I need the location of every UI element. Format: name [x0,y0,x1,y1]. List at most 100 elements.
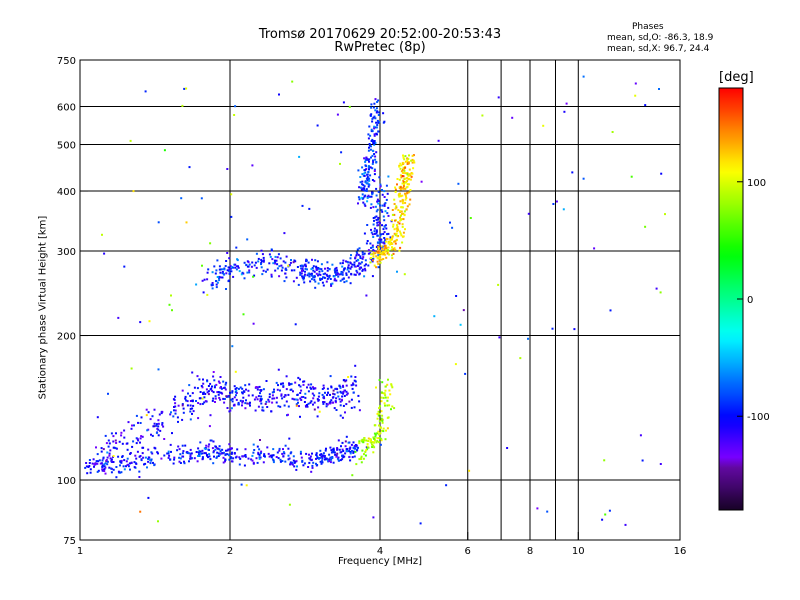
noise-point [208,425,211,428]
data-point [141,452,144,455]
data-point [338,384,341,387]
data-point [259,456,262,459]
data-point [371,233,374,236]
data-point [315,453,318,456]
data-point [131,424,133,427]
data-point [139,422,142,424]
data-point [270,273,273,276]
data-point [141,435,144,438]
data-point [108,452,111,455]
data-point [313,276,316,279]
data-point [330,458,333,461]
data-point [182,407,185,410]
data-point [147,460,150,463]
data-point [122,465,125,468]
data-point [307,466,310,468]
data-point [411,154,414,157]
data-point [334,387,337,390]
data-point [350,443,353,446]
noise-point [451,226,454,229]
data-point [241,401,244,404]
data-point [133,466,136,469]
data-point [150,451,153,454]
noise-point [252,275,255,278]
data-point [224,460,226,463]
data-point [363,157,366,160]
data-point [206,379,209,382]
data-point [354,256,357,259]
data-point [374,155,377,158]
data-point [257,257,260,260]
data-point [261,273,264,276]
data-point [337,456,340,459]
data-point [352,441,355,444]
data-point [388,243,391,246]
data-point [120,471,123,474]
data-point [135,462,138,465]
data-point [276,256,279,259]
data-point [255,396,258,399]
data-point [112,461,115,463]
data-point [214,448,217,451]
data-point [373,173,376,176]
data-point [309,455,312,458]
data-point [307,272,310,275]
data-point [237,266,240,269]
data-point [299,385,302,388]
data-point [220,391,223,394]
data-point [189,410,192,413]
data-point [224,388,227,391]
data-point [322,273,325,276]
data-point [368,183,371,186]
data-point [329,375,332,378]
data-point [361,180,364,183]
y-tick-label: 400 [57,187,76,198]
noise-point [339,162,341,165]
data-point [219,386,222,389]
data-point [394,207,397,210]
noise-point [295,404,298,407]
data-point [381,224,383,227]
noise-point [148,320,151,323]
data-point [348,400,351,403]
data-point [217,393,220,396]
data-point [202,378,204,381]
data-point [367,249,370,252]
data-point [329,456,332,459]
data-point [312,265,315,268]
data-point [340,445,342,448]
data-point [384,438,387,441]
data-point [381,204,384,207]
data-point [314,280,317,283]
data-point [189,452,192,455]
data-point [203,278,206,281]
data-point [125,460,128,463]
data-point [394,242,397,245]
data-point [341,448,344,451]
data-point [353,261,356,264]
data-point [284,272,287,275]
data-point [402,168,404,171]
noise-point [374,98,377,101]
data-point [373,441,375,444]
data-point [177,445,180,448]
data-point [398,249,401,252]
data-point [192,404,195,407]
data-point [407,174,410,177]
data-point [321,454,324,457]
data-point [189,400,192,402]
data-point [182,450,185,453]
data-point [287,405,290,408]
data-point [181,403,184,406]
noise-point [497,96,500,99]
data-point [380,238,383,241]
data-point [297,376,300,379]
data-point [214,395,217,398]
data-point [377,266,380,269]
data-point [196,375,199,378]
data-point [258,453,261,456]
data-point [384,396,387,399]
y-tick-label: 300 [57,247,76,258]
data-point [374,205,377,208]
data-point [256,445,259,448]
